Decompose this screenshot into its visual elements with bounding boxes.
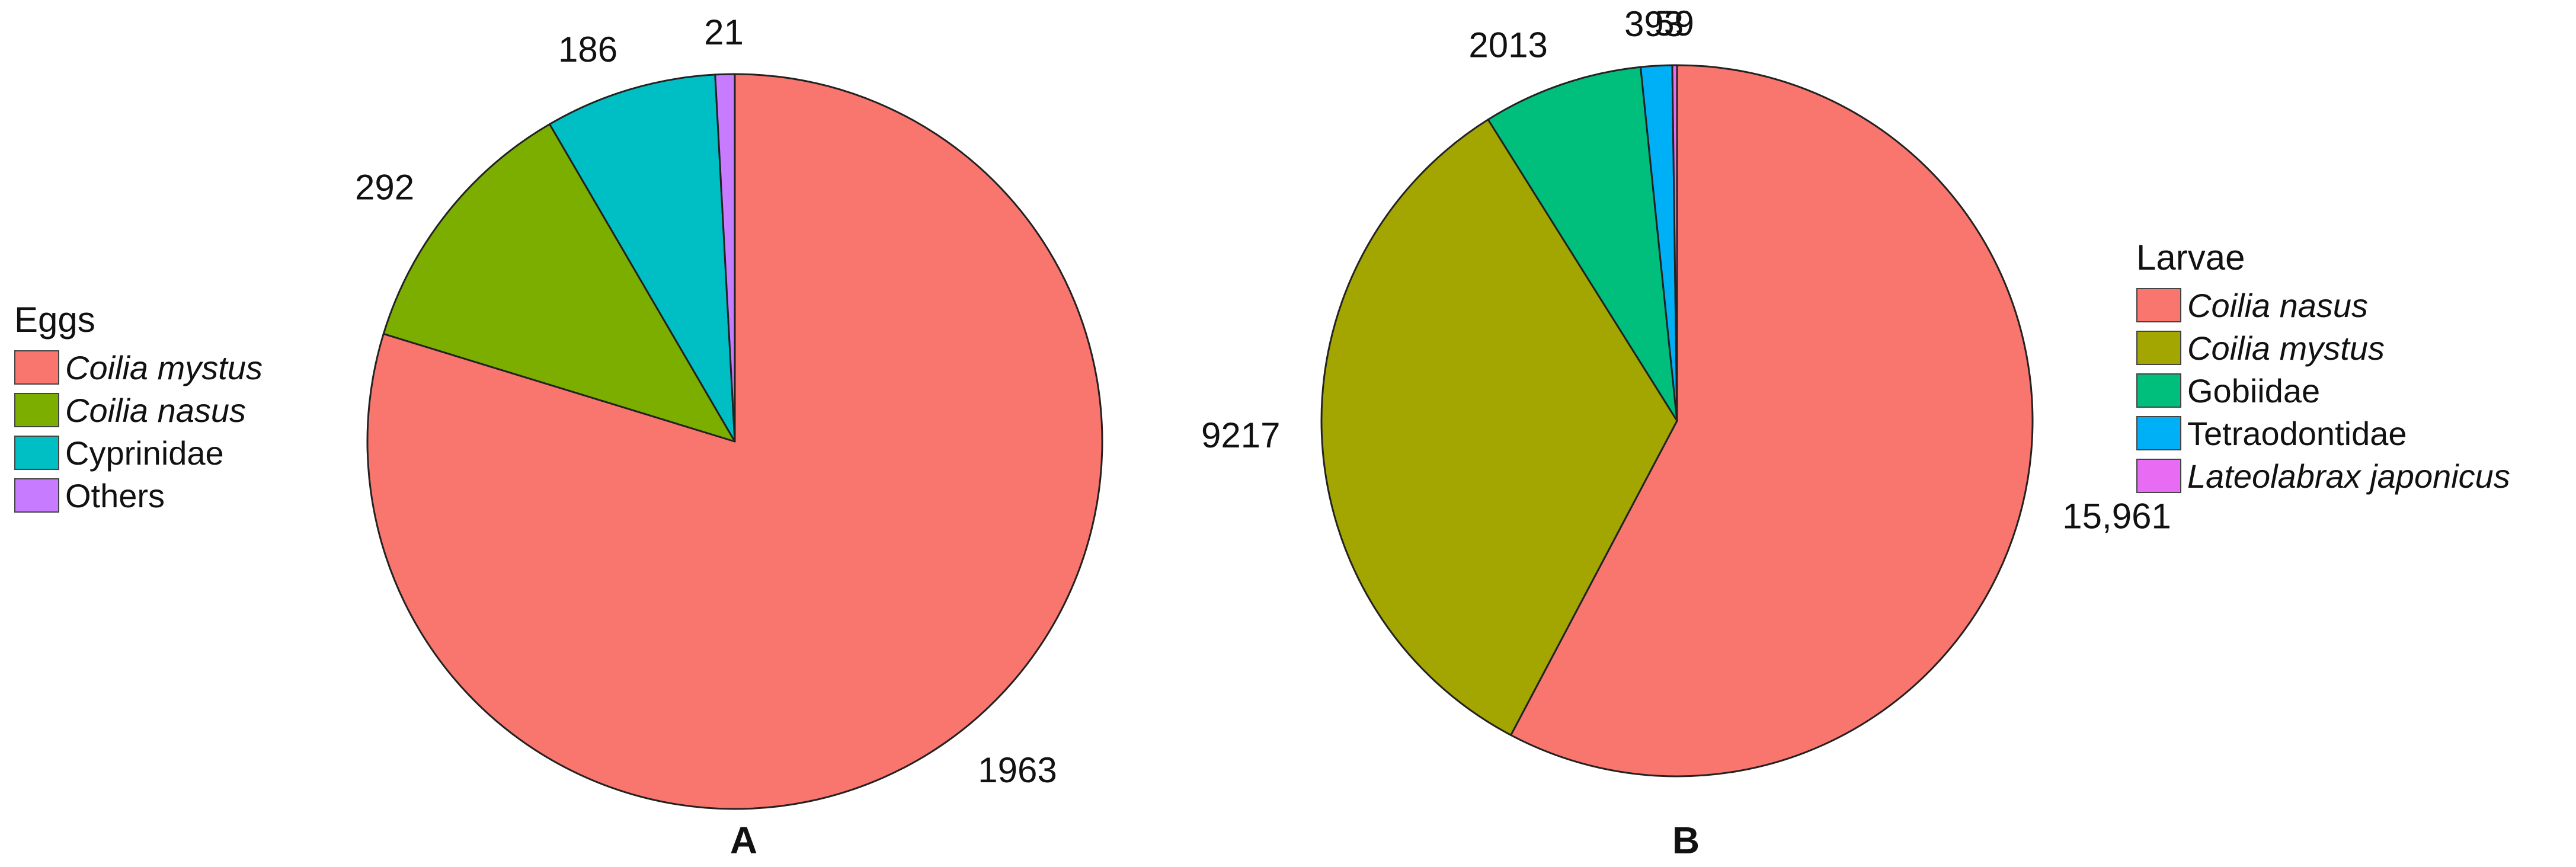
slice-value-label: 393 bbox=[1624, 4, 1684, 44]
legend-label: Coilia nasus bbox=[2187, 286, 2369, 324]
legend-swatch bbox=[14, 478, 59, 513]
legend-label: Lateolabrax japonicus bbox=[2187, 457, 2510, 495]
slice-value-label: 21 bbox=[704, 12, 744, 52]
legend-swatch bbox=[14, 393, 59, 427]
legend-title: Eggs bbox=[14, 300, 95, 340]
pie-slice-coilia-nasus bbox=[1510, 64, 2034, 778]
legend-label: Coilia nasus bbox=[65, 391, 247, 429]
slice-value-label: 2013 bbox=[1468, 25, 1547, 65]
slice-value-label: 15,961 bbox=[2062, 496, 2171, 536]
pie-slice-coilia-nasus bbox=[382, 123, 736, 443]
slice-value-label: 186 bbox=[558, 30, 617, 69]
slice-value-label: 292 bbox=[355, 168, 414, 207]
legend-item-others: Others bbox=[14, 474, 263, 517]
legend-swatch bbox=[14, 436, 59, 470]
pie-slice-cyprinidae bbox=[548, 73, 736, 443]
pie-slice-others bbox=[714, 73, 736, 443]
slice-value-label: 1963 bbox=[978, 750, 1057, 790]
legend-item-coilia-nasus: Coilia nasus bbox=[14, 389, 263, 431]
legend-swatch bbox=[2136, 373, 2181, 408]
pie-slice-gobiidae bbox=[1487, 66, 1678, 422]
pie-chart-eggs: 1963 292 186 21 bbox=[355, 12, 1103, 810]
legend-swatch bbox=[14, 350, 59, 385]
legend-item-tetraodontidae: Tetraodontidae bbox=[2136, 412, 2510, 455]
legend-swatch bbox=[2136, 459, 2181, 493]
legend-label: Tetraodontidae bbox=[2187, 414, 2407, 452]
legend-item-coilia-mystus: Coilia mystus bbox=[14, 346, 263, 389]
legend-swatch bbox=[2136, 416, 2181, 450]
slice-value-label: 59 bbox=[1655, 4, 1694, 43]
legend-label: Gobiidae bbox=[2187, 372, 2321, 409]
legend-eggs: Eggs Coilia mystus Coilia nasus Cyprinidae… bbox=[14, 302, 263, 517]
panel-label-a: A bbox=[730, 819, 757, 862]
legend-label: Coilia mystus bbox=[2187, 329, 2385, 367]
panel-label-b: B bbox=[1672, 819, 1700, 862]
legend-larvae: Larvae Coilia nasus Coilia mystus Gobiidae… bbox=[2136, 240, 2510, 497]
legend-label: Cyprinidae bbox=[65, 434, 224, 472]
legend-label: Others bbox=[65, 476, 165, 514]
legend-swatch bbox=[2136, 331, 2181, 365]
legend-label: Coilia mystus bbox=[65, 348, 263, 386]
legend-item-coilia-nasus: Coilia nasus bbox=[2136, 284, 2510, 327]
legend-swatch bbox=[2136, 288, 2181, 322]
slice-value-label: 9217 bbox=[1201, 415, 1280, 455]
legend-item-gobiidae: Gobiidae bbox=[2136, 369, 2510, 412]
pie-slice-lateolabrax-japonicus bbox=[1671, 64, 1678, 422]
legend-item-cyprinidae: Cyprinidae bbox=[14, 431, 263, 474]
legend-item-coilia-mystus: Coilia mystus bbox=[2136, 327, 2510, 369]
pie-slice-coilia-mystus bbox=[1320, 119, 1678, 736]
legend-item-lateolabrax-japonicus: Lateolabrax japonicus bbox=[2136, 455, 2510, 497]
legend-title: Larvae bbox=[2136, 238, 2245, 277]
